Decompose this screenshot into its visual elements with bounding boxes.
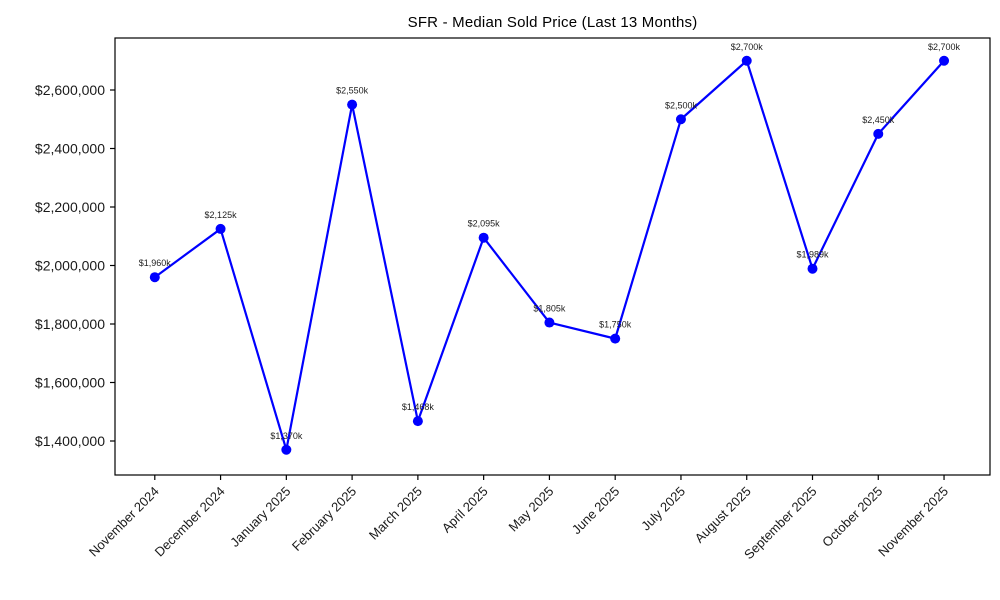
y-tick-label: $1,800,000: [35, 316, 105, 332]
data-point-label: $2,700k: [928, 42, 961, 52]
data-point-marker: [544, 317, 555, 328]
x-tick-label: August 2025: [692, 484, 754, 546]
data-point-label: $2,550k: [336, 86, 369, 96]
data-point-label: $1,805k: [533, 304, 566, 314]
data-point-marker: [215, 223, 226, 234]
x-tick-label: May 2025: [506, 484, 557, 535]
x-tick-label: July 2025: [638, 484, 688, 534]
data-point-marker: [939, 55, 950, 66]
data-point-marker: [610, 333, 621, 344]
data-point-label: $2,700k: [731, 42, 764, 52]
data-point-marker: [478, 232, 489, 243]
y-tick-label: $2,000,000: [35, 257, 105, 273]
data-point-label: $1,750k: [599, 320, 632, 330]
x-tick-label: November 2025: [875, 484, 951, 560]
y-tick-label: $2,200,000: [35, 199, 105, 215]
y-tick-label: $1,400,000: [35, 433, 105, 449]
x-tick-label: September 2025: [741, 484, 820, 563]
data-point-label: $1,960k: [139, 258, 172, 268]
data-point-label: $2,450k: [862, 115, 895, 125]
data-point-marker: [741, 55, 752, 66]
x-tick-label: December 2024: [152, 484, 228, 560]
data-point-label: $2,095k: [468, 219, 501, 229]
chart-title: SFR - Median Sold Price (Last 13 Months): [407, 14, 698, 31]
x-tick-label: April 2025: [439, 484, 491, 536]
data-point-label: $1,989k: [796, 250, 829, 260]
x-tick-label: January 2025: [227, 484, 293, 550]
data-point-label: $2,125k: [205, 210, 238, 220]
data-point-marker: [281, 444, 292, 455]
data-point-label: $1,468k: [402, 402, 435, 412]
data-point-label: $2,500k: [665, 100, 698, 110]
y-tick-label: $2,400,000: [35, 141, 105, 157]
data-point-marker: [807, 263, 818, 274]
y-tick-label: $1,600,000: [35, 374, 105, 390]
x-tick-label: October 2025: [819, 484, 885, 550]
data-point-marker: [412, 416, 423, 427]
data-point-label: $1,370k: [270, 431, 303, 441]
x-tick-label: March 2025: [366, 484, 425, 543]
data-point-marker: [675, 114, 686, 125]
x-tick-label: June 2025: [569, 484, 623, 538]
y-tick-label: $2,600,000: [35, 82, 105, 98]
x-tick-label: November 2024: [86, 484, 162, 560]
data-point-marker: [873, 128, 884, 139]
data-point-marker: [149, 272, 160, 283]
plot-border: [114, 37, 991, 476]
data-point-marker: [347, 99, 358, 110]
x-tick-label: February 2025: [289, 484, 359, 554]
